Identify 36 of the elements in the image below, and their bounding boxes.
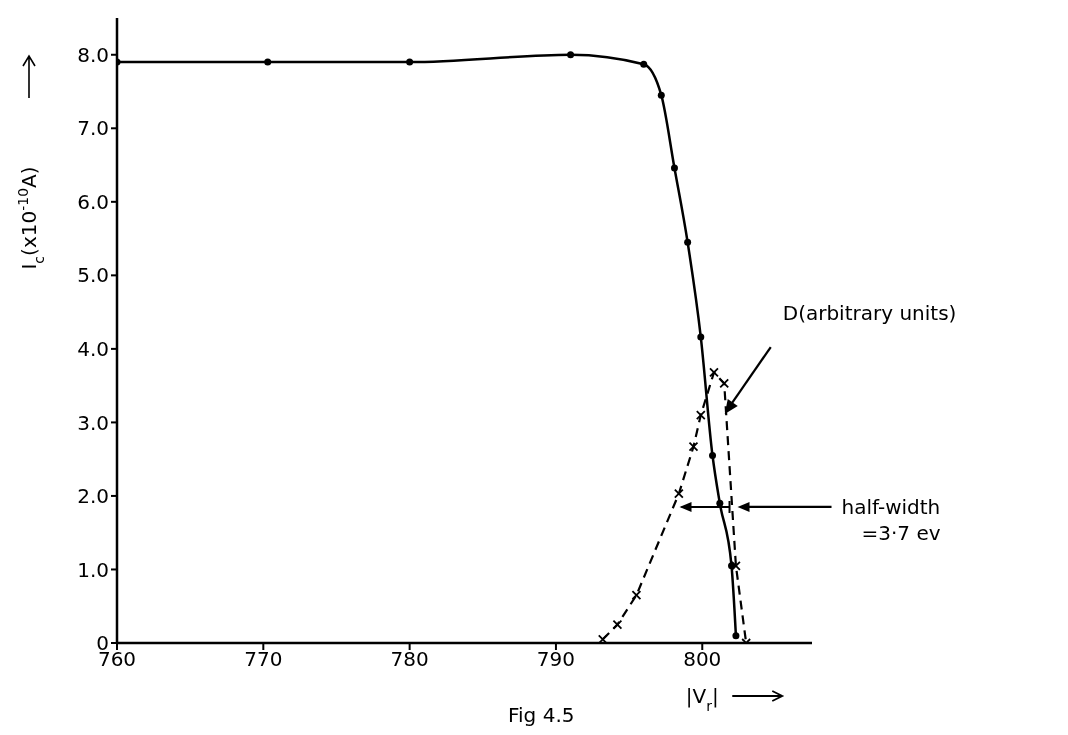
y-tick-label: 8.0	[77, 42, 109, 67]
point	[631, 590, 642, 601]
point	[597, 634, 608, 643]
x-tick-label: 800	[683, 647, 722, 672]
point	[731, 560, 741, 571]
point	[709, 452, 717, 459]
point	[406, 58, 414, 66]
x-axis-title: |V$_{r}$|	[685, 684, 719, 714]
text: half-width =3·7 ev	[841, 494, 941, 545]
point	[640, 60, 648, 68]
x-tick-label: 770	[244, 647, 283, 672]
annotation: D(arbitrary units)	[782, 301, 957, 326]
point	[670, 164, 678, 172]
point	[732, 632, 740, 640]
x-tick-label: 780	[390, 647, 429, 672]
y-tick-label: 6.0	[77, 189, 109, 214]
point	[709, 367, 719, 378]
y-tick-label: 1.0	[77, 557, 109, 582]
point	[716, 499, 724, 507]
point	[719, 378, 730, 389]
point	[264, 58, 272, 66]
point	[695, 410, 706, 420]
point	[567, 51, 575, 59]
y-tick-label: 5.0	[77, 263, 109, 288]
y-tick-label: 3.0	[77, 410, 109, 435]
point	[697, 333, 705, 341]
point	[684, 238, 692, 246]
point	[657, 91, 665, 99]
y-tick-label: 4.0	[77, 336, 109, 361]
y-tick-label: 7.0	[77, 116, 109, 141]
point	[673, 488, 684, 499]
point	[688, 441, 699, 452]
x-tick-label: 790	[536, 647, 576, 672]
caption: Fig 4.5	[508, 703, 575, 727]
point	[612, 619, 623, 630]
y-tick-label: 2.0	[77, 484, 109, 509]
